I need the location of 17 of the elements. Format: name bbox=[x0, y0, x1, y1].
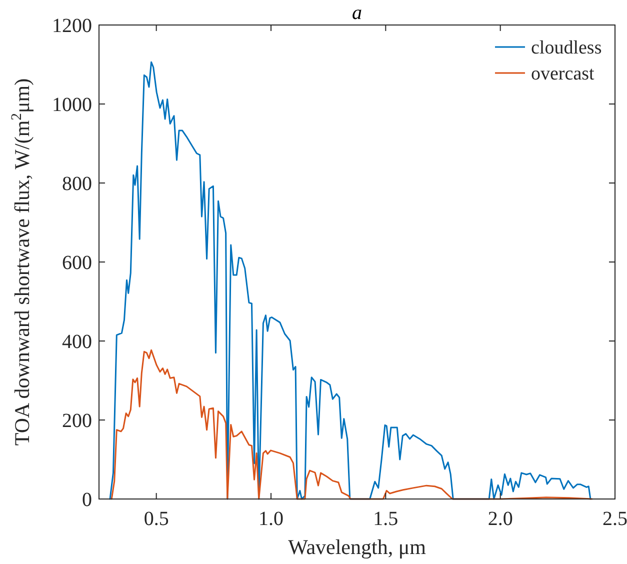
x-tick-label: 1.5 bbox=[373, 508, 398, 530]
x-tick-label: 0.5 bbox=[144, 508, 169, 530]
y-tick-label: 800 bbox=[62, 173, 92, 195]
chart-title: a bbox=[352, 2, 362, 24]
x-tick-label: 1.0 bbox=[258, 508, 284, 530]
legend-label: overcast bbox=[531, 64, 596, 85]
line-series bbox=[110, 349, 593, 500]
y-tick-label: 1000 bbox=[52, 94, 92, 116]
y-tick-label: 600 bbox=[62, 252, 92, 274]
y-tick-label: 1200 bbox=[52, 15, 92, 37]
y-tick-label: 200 bbox=[62, 410, 92, 432]
x-tick-label: 2.5 bbox=[602, 508, 627, 530]
y-tick-label: 400 bbox=[62, 331, 92, 353]
x-tick-label: 2.0 bbox=[488, 508, 513, 530]
legend-label: cloudless bbox=[531, 38, 602, 59]
x-axis-title: Wavelength, μm bbox=[288, 535, 426, 559]
y-tick-label: 0 bbox=[82, 489, 92, 511]
